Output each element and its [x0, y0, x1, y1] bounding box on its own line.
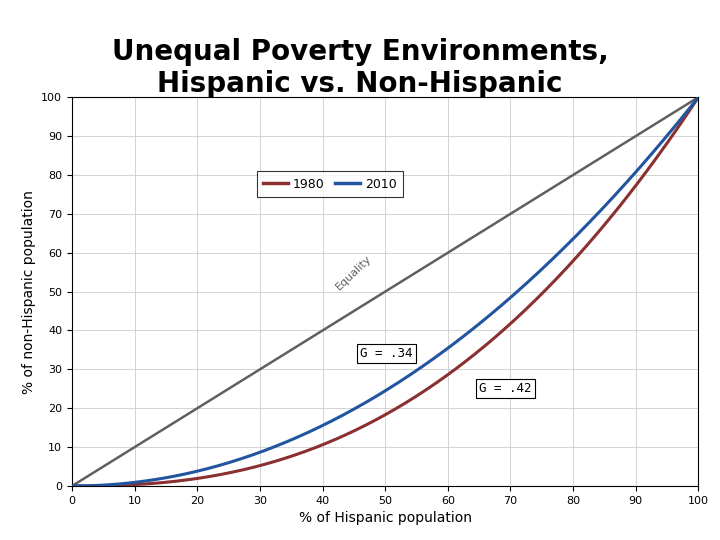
X-axis label: % of Hispanic population: % of Hispanic population [299, 511, 472, 525]
Text: G = .34: G = .34 [360, 347, 413, 360]
Text: Unequal Poverty Environments,
Hispanic vs. Non-Hispanic: Unequal Poverty Environments, Hispanic v… [112, 38, 608, 98]
Y-axis label: % of non-Hispanic population: % of non-Hispanic population [22, 190, 36, 394]
Text: G = .42: G = .42 [480, 382, 531, 395]
Text: Equality: Equality [334, 253, 374, 292]
Legend: 1980, 2010: 1980, 2010 [257, 172, 402, 197]
